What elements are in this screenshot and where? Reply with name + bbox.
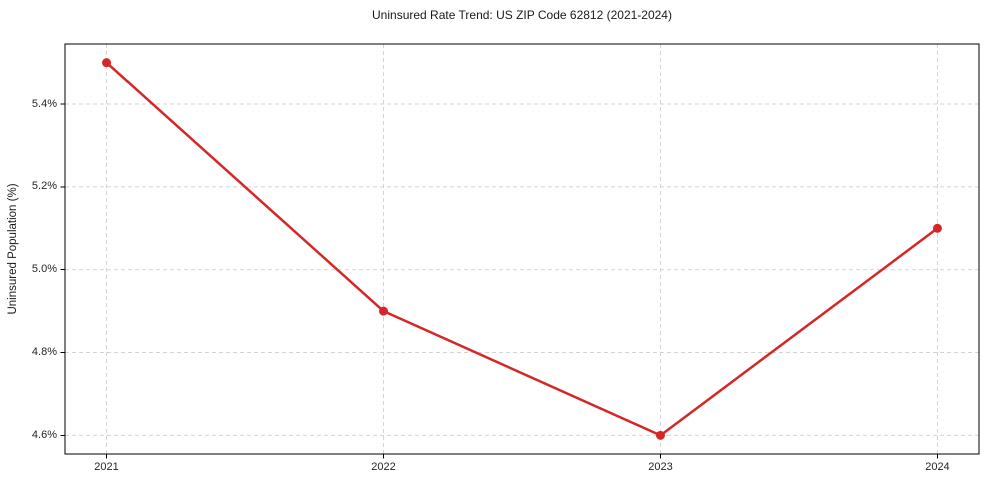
- y-tick-label: 4.6%: [31, 428, 57, 441]
- data-point-marker: [102, 58, 112, 68]
- y-tick-label: 4.8%: [31, 346, 57, 359]
- y-tick-label: 5.4%: [31, 97, 57, 110]
- axes-spines: [64, 43, 980, 455]
- y-tick-label: 5.0%: [31, 263, 57, 276]
- data-point-marker: [655, 430, 665, 440]
- data-point-marker: [932, 223, 942, 233]
- y-tick-label: 5.2%: [31, 180, 57, 193]
- x-tick-label: 2022: [371, 461, 396, 473]
- x-tick-label: 2023: [648, 461, 673, 473]
- x-tick-label: 2021: [94, 461, 119, 473]
- data-point-marker: [379, 306, 389, 316]
- chart-title: Uninsured Rate Trend: US ZIP Code 62812 …: [372, 8, 672, 22]
- trend-line: [105, 61, 939, 437]
- x-tick-label: 2024: [925, 461, 950, 473]
